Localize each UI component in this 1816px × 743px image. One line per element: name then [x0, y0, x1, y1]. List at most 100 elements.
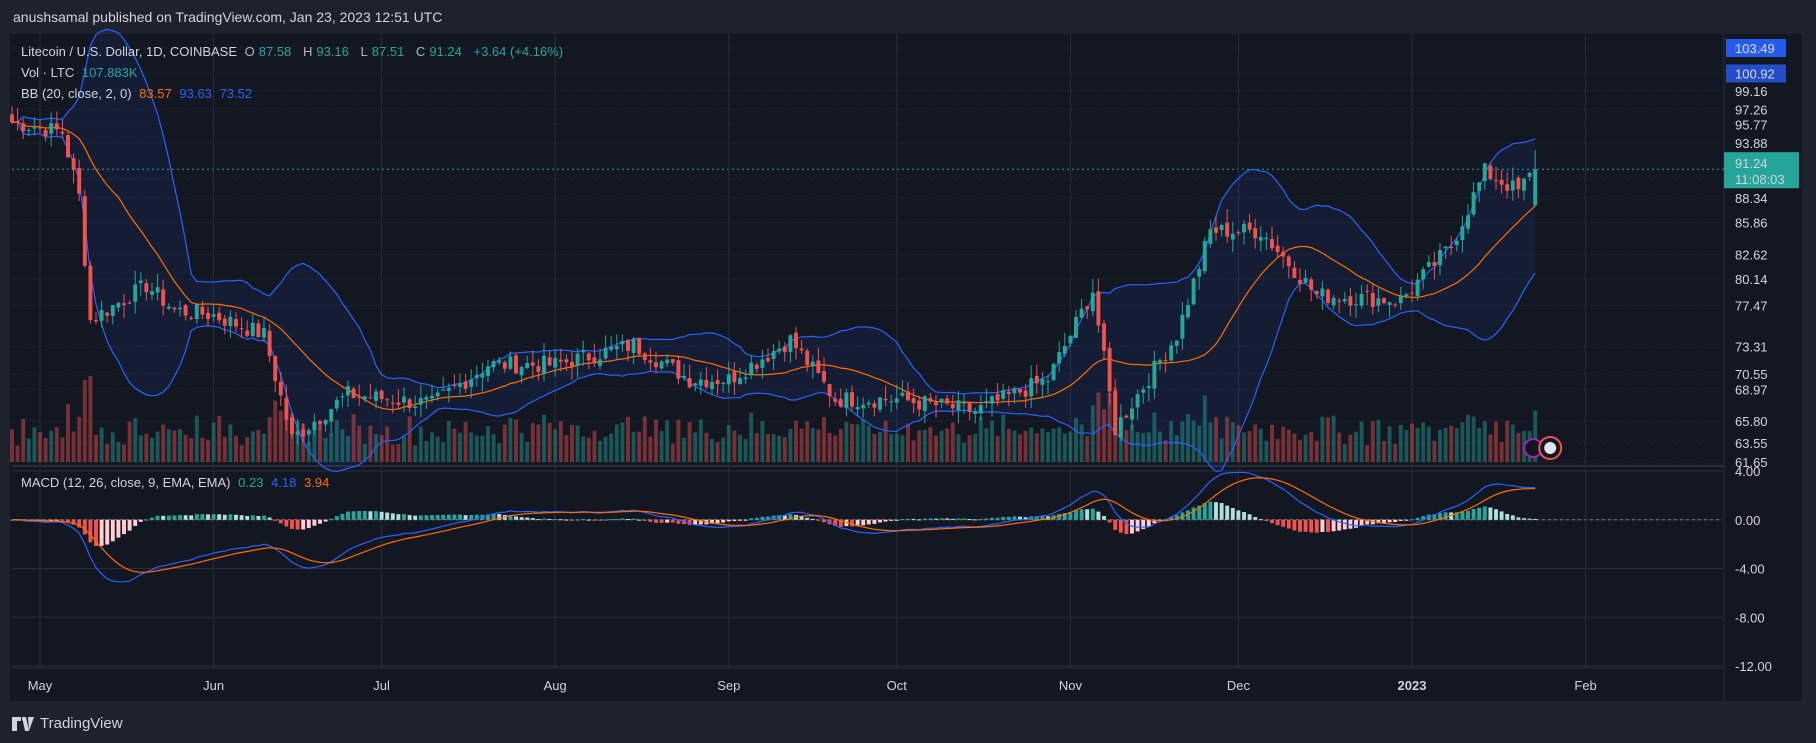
candle-body	[536, 366, 541, 372]
macd-histogram-bar	[1387, 519, 1392, 523]
candle-body	[715, 380, 720, 385]
macd-histogram-bar	[950, 518, 955, 520]
macd-histogram-bar	[418, 515, 423, 520]
macd-histogram-bar	[1253, 517, 1258, 520]
macd-histogram-bar	[1314, 519, 1319, 533]
macd-histogram-bar	[250, 515, 255, 520]
macd-histogram-bar	[267, 517, 272, 520]
macd-histogram-bar	[99, 519, 104, 546]
candle-body	[1281, 251, 1286, 257]
candle-body	[1527, 172, 1532, 177]
high-value: 93.16	[316, 44, 349, 59]
candle-body	[1253, 228, 1258, 239]
macd-histogram-bar	[194, 514, 199, 520]
macd-histogram-bar	[1085, 509, 1090, 520]
macd-label: MACD (12, 26, close, 9, EMA, EMA)	[21, 475, 231, 490]
volume-bar	[15, 445, 20, 462]
macd-histogram-bar	[1090, 508, 1095, 520]
candle-body	[687, 378, 692, 388]
volume-bar	[60, 437, 65, 462]
candle-body	[838, 398, 843, 407]
macd-histogram-bar	[1034, 516, 1039, 520]
macd-histogram-bar	[217, 514, 222, 520]
volume-bar	[211, 422, 216, 462]
macd-legend[interactable]: MACD (12, 26, close, 9, EMA, EMA) 0.23 4…	[21, 475, 333, 490]
candle-body	[626, 339, 630, 351]
macd-histogram-bar	[1410, 519, 1414, 521]
time-tick-label: Feb	[1574, 678, 1596, 693]
macd-histogram-bar	[446, 514, 451, 520]
volume-bar	[872, 434, 877, 462]
macd-histogram-bar	[1331, 519, 1336, 532]
volume-bar	[172, 430, 177, 462]
candle-body	[766, 358, 770, 362]
volume-bar	[542, 414, 546, 462]
macd-histogram-bar	[1482, 506, 1487, 520]
candle-body	[1522, 178, 1526, 191]
macd-histogram-bar	[1376, 519, 1381, 524]
volume-bar	[1214, 417, 1218, 462]
volume-bar	[508, 417, 513, 462]
macd-histogram-bar	[962, 518, 966, 520]
macd-histogram-bar	[1326, 519, 1330, 533]
candle-body	[1247, 222, 1252, 230]
macd-histogram-bar	[1449, 512, 1454, 520]
volume-bar	[1180, 421, 1185, 462]
candle-body	[38, 127, 42, 129]
chart-frame[interactable]	[10, 34, 1802, 701]
macd-tick-label: -8.00	[1735, 610, 1765, 625]
candle-body	[334, 399, 339, 409]
tradingview-logo[interactable]: TradingView	[12, 715, 123, 732]
macd-histogram-bar	[206, 514, 210, 520]
macd-histogram-bar	[1505, 513, 1510, 520]
volume-bar	[312, 427, 317, 462]
candle-body	[676, 360, 681, 379]
macd-histogram-bar	[1309, 519, 1314, 533]
bb-legend[interactable]: BB (20, close, 2, 0) 83.57 93.63 73.52	[21, 86, 256, 101]
volume-bar	[1354, 431, 1358, 462]
candle-body	[956, 400, 961, 411]
candle-body	[318, 421, 322, 424]
macd-histogram-bar	[172, 515, 177, 520]
volume-bar	[917, 430, 922, 462]
macd-line-value: 4.18	[271, 475, 297, 490]
volume-bar	[1309, 432, 1314, 462]
macd-histogram-bar	[1079, 509, 1084, 520]
candle-body	[1018, 389, 1022, 393]
volume-legend[interactable]: Vol · LTC 107.883K	[21, 65, 142, 80]
main-legend[interactable]: Litecoin / U.S. Dollar, 1D, COINBASE O 87…	[21, 44, 567, 59]
macd-histogram-bar	[60, 519, 65, 521]
candle-body	[379, 390, 384, 400]
open-label: O	[244, 44, 255, 59]
macd-signal-value: 3.94	[304, 475, 330, 490]
candle-body	[362, 396, 367, 400]
macd-histogram-bar	[413, 515, 418, 520]
macd-histogram-bar	[463, 515, 468, 520]
candle-body	[1286, 256, 1291, 267]
candle-body	[642, 353, 647, 360]
candle-body	[402, 396, 406, 403]
candlesticks	[10, 106, 1538, 446]
macd-histogram-bar	[1303, 519, 1308, 532]
candle-body	[749, 362, 754, 376]
macd-histogram-bar	[161, 515, 166, 520]
price-tick-label: 63.55	[1735, 436, 1768, 451]
candle-body	[374, 391, 378, 401]
volume-bar	[1348, 434, 1353, 462]
macd-histogram-bar	[329, 518, 334, 520]
countdown-value: 11:08:03	[1735, 172, 1785, 187]
macd-histogram-bar	[239, 515, 244, 520]
macd-histogram-bar	[1471, 509, 1476, 520]
candle-body	[357, 396, 362, 398]
volume-bar	[642, 416, 647, 462]
volume-bar	[1236, 425, 1241, 462]
volume-bar	[1152, 412, 1157, 462]
macd-histogram-bar	[1236, 510, 1241, 520]
macd-histogram-bar	[441, 514, 446, 520]
macd-histogram-bar	[570, 519, 574, 521]
macd-histogram-bar	[872, 519, 877, 524]
macd-histogram-bar	[581, 519, 586, 521]
candle-body	[570, 361, 574, 367]
macd-histogram-bar	[138, 519, 143, 522]
